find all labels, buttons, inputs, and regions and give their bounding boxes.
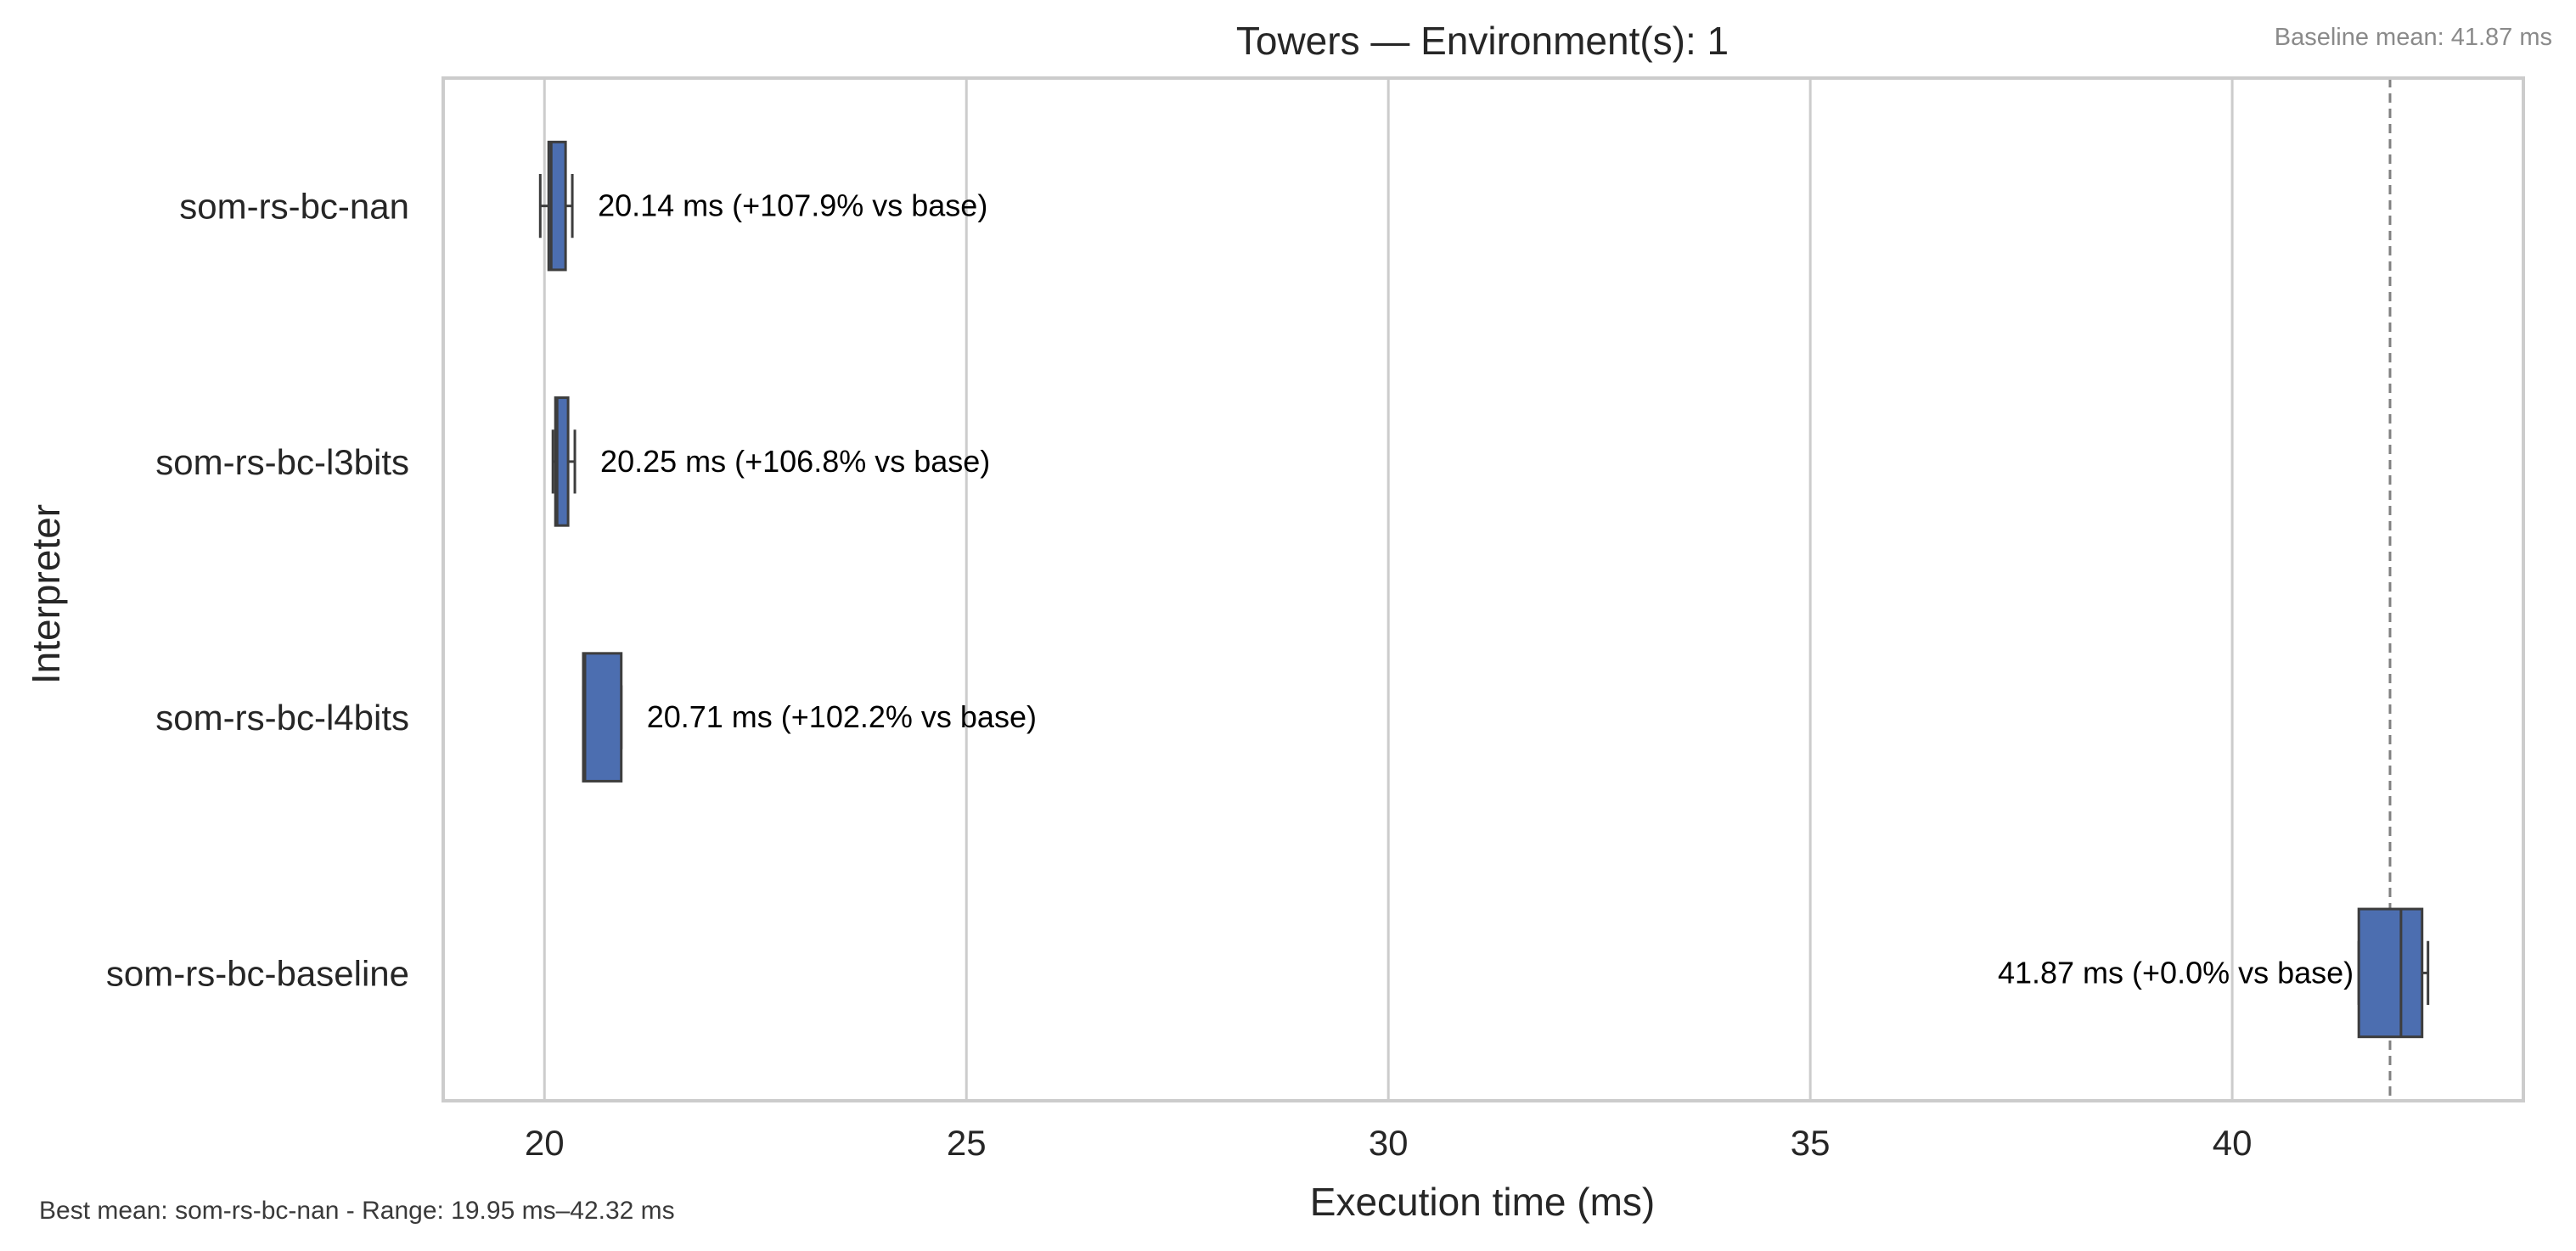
boxes	[538, 140, 2430, 1039]
x-axis-label: Execution time (ms)	[1310, 1180, 1655, 1224]
x-tick-labels: 20 25 30 35 40	[525, 1123, 2253, 1163]
y-tick-label: som-rs-bc-l3bits	[155, 442, 409, 482]
x-tick-label: 20	[525, 1123, 565, 1163]
x-tick-label: 30	[1369, 1123, 1409, 1163]
y-tick-labels: som-rs-bc-nan som-rs-bc-l3bits som-rs-bc-l…	[106, 187, 409, 994]
box-som-rs-bc-l3bits	[551, 396, 577, 527]
box-iqr	[547, 140, 567, 272]
x-tick-label: 40	[2213, 1123, 2253, 1163]
box-iqr	[554, 396, 570, 527]
x-tick-label: 25	[947, 1123, 987, 1163]
box-iqr	[2357, 907, 2424, 1039]
mean-annotation: 41.87 ms (+0.0% vs base)	[1998, 955, 2354, 990]
mean-annotations: 20.14 ms (+107.9% vs base) 20.25 ms (+106…	[598, 188, 2354, 990]
box-iqr	[582, 652, 623, 783]
baseline-mean-label: Baseline mean: 41.87 ms	[2275, 24, 2552, 51]
y-axis-label: Interpreter	[24, 504, 68, 684]
chart-title: Towers — Environment(s): 1	[1236, 19, 1729, 63]
y-tick-label: som-rs-bc-nan	[179, 187, 409, 227]
y-tick-label: som-rs-bc-l4bits	[155, 698, 409, 738]
mean-annotation: 20.25 ms (+106.8% vs base)	[600, 444, 990, 479]
box-som-rs-bc-nan	[538, 140, 574, 272]
box-som-rs-bc-l4bits	[582, 652, 623, 783]
y-tick-label: som-rs-bc-baseline	[106, 953, 409, 993]
mean-annotation: 20.71 ms (+102.2% vs base)	[647, 699, 1037, 734]
footer-summary: Best mean: som-rs-bc-nan - Range: 19.95 …	[39, 1197, 675, 1225]
x-tick-label: 35	[1791, 1123, 1831, 1163]
box-som-rs-bc-baseline	[2357, 907, 2430, 1039]
gridlines	[543, 78, 2234, 1101]
mean-annotation: 20.14 ms (+107.9% vs base)	[598, 188, 987, 223]
plot-frame	[442, 76, 2525, 1102]
